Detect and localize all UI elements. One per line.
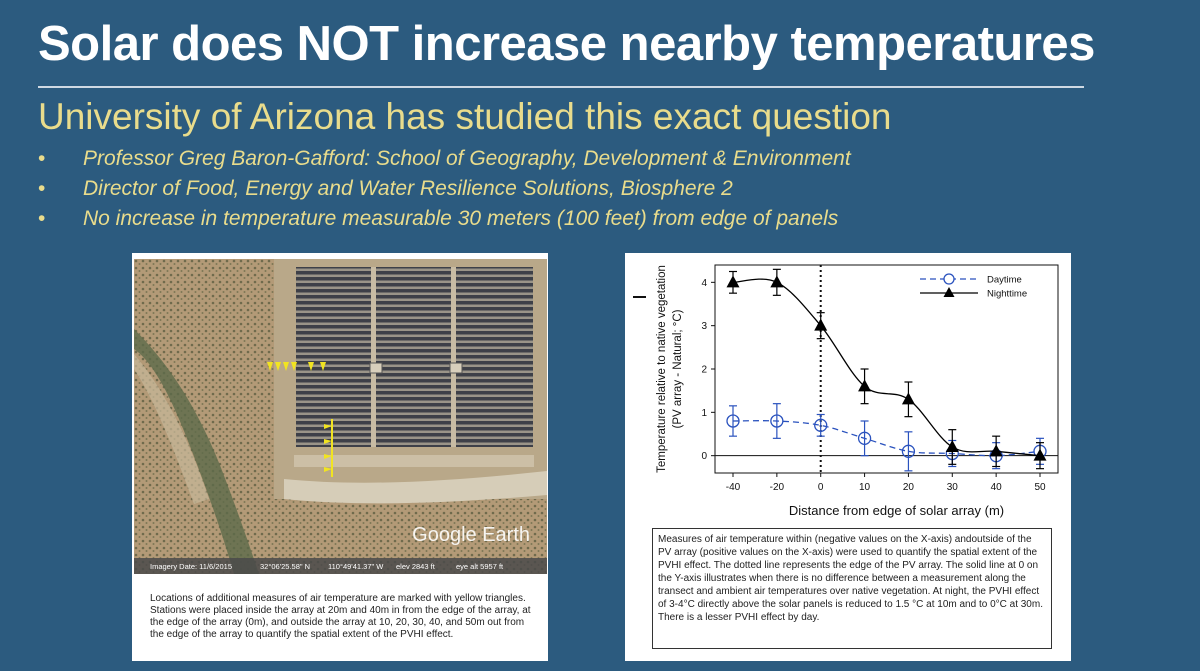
aerial-photo-illustration: Google Earth Imagery Date: 11/6/2015 32°…	[134, 259, 547, 574]
bullet-marker: •	[38, 177, 46, 200]
y-tick-label: 3	[701, 321, 707, 332]
bullet-marker: •	[38, 147, 46, 170]
data-point-daytime	[901, 444, 916, 458]
google-earth-watermark: Google Earth	[412, 524, 530, 546]
y-tick-label: 2	[701, 365, 707, 376]
series-line-nighttime	[732, 278, 1041, 457]
legend-label: Daytime	[987, 275, 1022, 286]
legend-marker	[943, 287, 955, 297]
latitude: 32°06'25.58" N	[260, 562, 310, 571]
data-point-nighttime	[770, 275, 784, 288]
bullet-list: • Professor Greg Baron-Gafford: School of…	[38, 144, 851, 234]
data-point-daytime	[814, 418, 828, 432]
y-tick-label: 0	[701, 451, 707, 462]
data-point-nighttime	[945, 440, 959, 452]
temperature-chart: 0 1 2 3 4 -40 -20 0 10 20 30 40 50 Distance from ed…	[656, 264, 1059, 518]
y-tick-label: 1	[701, 408, 707, 419]
bullet-text: No increase in temperature measurable 30…	[83, 207, 839, 230]
x-tick-label: 40	[991, 482, 1003, 493]
bullet-item: • Professor Greg Baron-Gafford: School of…	[38, 144, 851, 174]
data-point-daytime	[770, 414, 784, 428]
imagery-date: Imagery Date: 11/6/2015	[150, 562, 232, 571]
aerial-image: Google Earth Imagery Date: 11/6/2015 32°…	[134, 259, 547, 574]
legend-marker	[943, 273, 955, 285]
chart-legend: Daytime Nighttime	[920, 273, 1027, 300]
slide-subtitle: University of Arizona has studied this e…	[38, 96, 892, 137]
x-tick-label: 30	[947, 482, 959, 493]
bullet-item: • Director of Food, Energy and Water Resi…	[38, 174, 851, 204]
x-tick-label: 0	[818, 482, 824, 493]
aerial-caption: Locations of additional measures of air …	[150, 593, 531, 640]
dash-mark	[633, 296, 646, 298]
eye-altitude: eye alt 5957 ft	[456, 562, 504, 571]
x-tick-label: -20	[770, 482, 785, 493]
x-tick-label: -40	[726, 482, 741, 493]
x-tick-label: 10	[859, 482, 871, 493]
data-point-nighttime	[989, 444, 1003, 457]
data-point-nighttime	[814, 318, 828, 331]
x-tick-label: 20	[903, 482, 915, 493]
y-tick-label: 4	[701, 278, 707, 289]
data-point-nighttime	[1033, 448, 1047, 461]
bullet-item: • No increase in temperature measurable 3…	[38, 204, 851, 234]
legend-label: Nighttime	[987, 289, 1027, 300]
x-axis-label: Distance from edge of solar array (m)	[789, 503, 1004, 518]
data-point-daytime	[857, 431, 872, 445]
title-divider	[38, 86, 1084, 88]
y-axis-label-line1: Temperature relative to native vegetatio…	[656, 265, 668, 473]
slide-title: Solar does NOT increase nearby temperatu…	[38, 17, 1095, 71]
data-point-nighttime	[858, 379, 872, 392]
data-point-daytime	[726, 414, 740, 428]
chart-caption: Measures of air temperature within (nega…	[652, 528, 1052, 649]
x-tick-label: 50	[1034, 482, 1046, 493]
data-point-nighttime	[726, 275, 740, 288]
bullet-marker: •	[38, 207, 46, 230]
bullet-text: Professor Greg Baron-Gafford: School of …	[83, 147, 851, 170]
bullet-text: Director of Food, Energy and Water Resil…	[83, 177, 733, 200]
data-point-nighttime	[901, 392, 915, 405]
longitude: 110°49'41.37" W	[328, 562, 384, 571]
y-axis-label-line2: (PV array - Natural; °C)	[672, 309, 684, 428]
elevation: elev 2843 ft	[396, 562, 436, 571]
